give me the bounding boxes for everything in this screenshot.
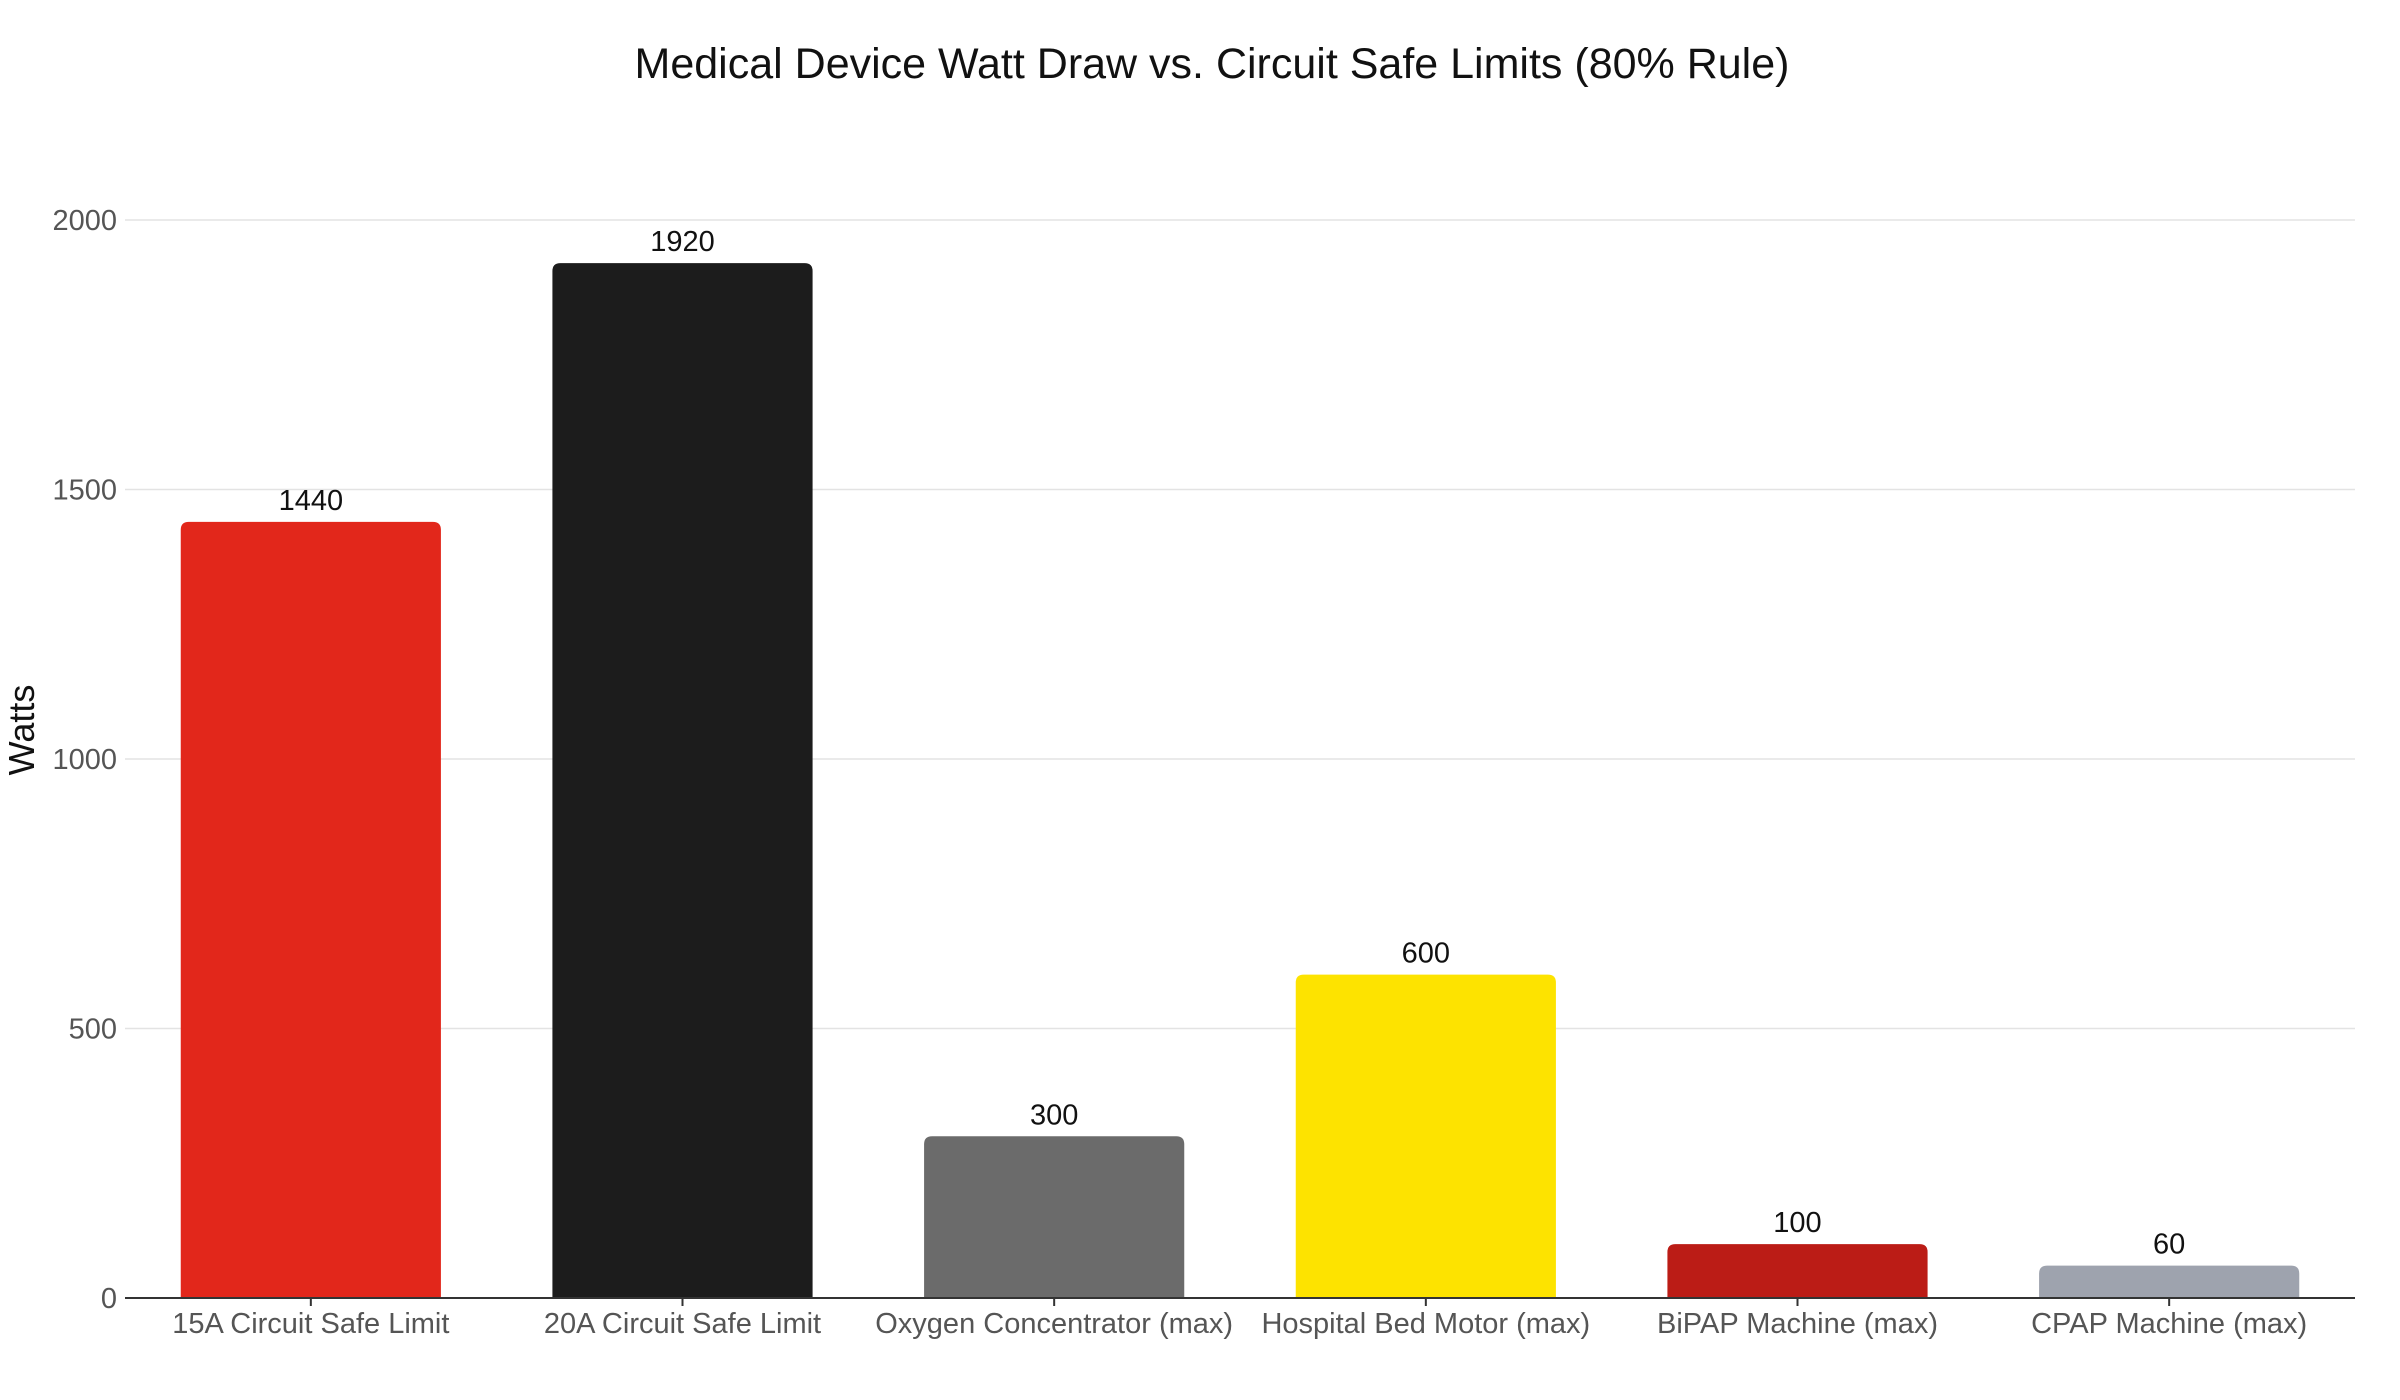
bar (552, 263, 813, 1298)
data-label: 600 (1402, 938, 1450, 970)
data-label: 300 (1030, 1099, 1078, 1131)
data-label: 60 (2153, 1229, 2185, 1261)
data-label: 1440 (279, 485, 344, 517)
y-tick-labels: 0 500 1000 1500 2000 (52, 205, 117, 1315)
x-tick-label: CPAP Machine (max) (2031, 1308, 2307, 1340)
gridlines (125, 219, 2355, 1030)
bar (1667, 1244, 1928, 1298)
chart-title: Medical Device Watt Draw vs. Circuit Saf… (635, 40, 1790, 88)
x-tick-label: Hospital Bed Motor (max) (1261, 1308, 1590, 1340)
y-tick-label: 2000 (52, 205, 117, 237)
y-tick-label: 0 (101, 1283, 117, 1315)
y-tick-label: 500 (69, 1014, 117, 1046)
bar (2039, 1265, 2300, 1298)
x-tick-label: BiPAP Machine (max) (1657, 1308, 1938, 1340)
y-tick-label: 1500 (52, 475, 117, 507)
x-tick-labels: 15A Circuit Safe Limit 20A Circuit Safe L… (172, 1298, 2307, 1340)
data-label: 100 (1773, 1207, 1821, 1239)
x-tick-label: 20A Circuit Safe Limit (544, 1308, 821, 1340)
y-tick-label: 1000 (52, 744, 117, 776)
bar (1295, 974, 1556, 1298)
x-tick-label: Oxygen Concentrator (max) (875, 1308, 1233, 1340)
x-tick-label: 15A Circuit Safe Limit (172, 1308, 449, 1340)
bar (180, 521, 441, 1298)
bar (924, 1136, 1185, 1298)
data-labels: 1440 1920 300 600 100 60 (279, 226, 2186, 1261)
bars (180, 263, 2300, 1298)
data-label: 1920 (650, 226, 715, 258)
y-axis-label: Watts (1, 685, 42, 776)
